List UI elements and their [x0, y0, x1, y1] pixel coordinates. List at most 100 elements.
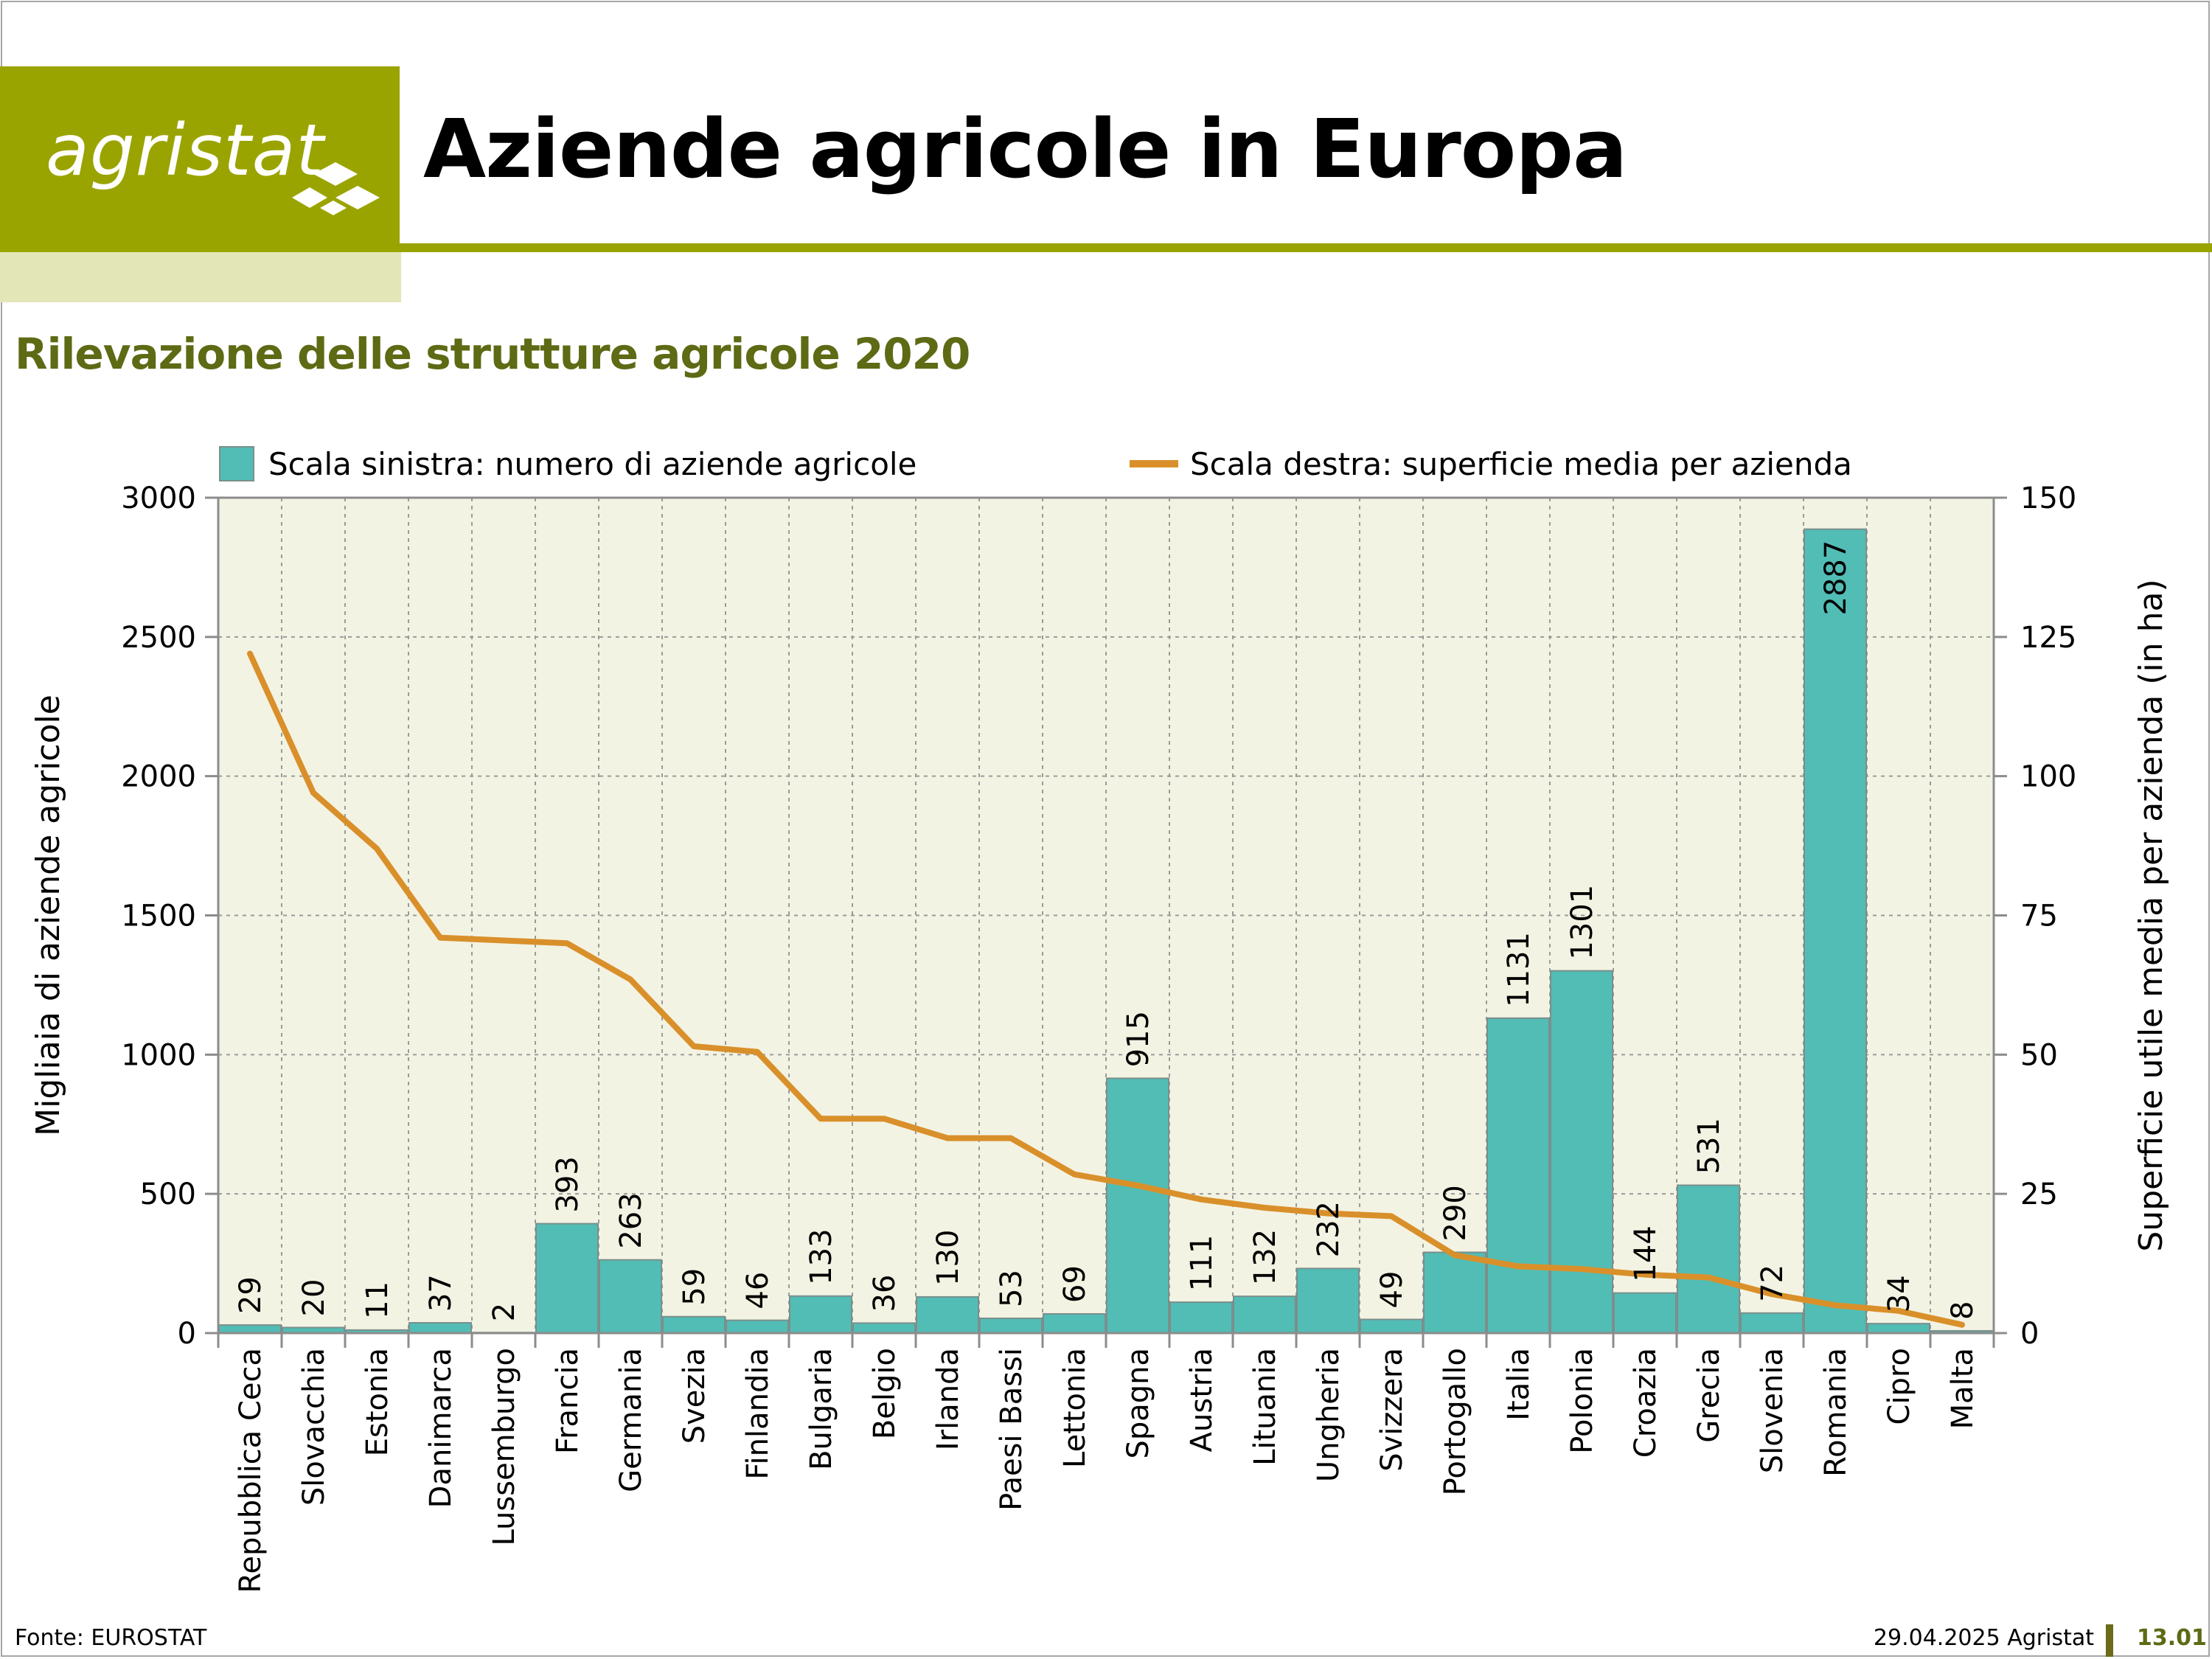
x-category-label: Polonia: [1565, 1348, 1599, 1454]
x-category-label: Svezia: [678, 1348, 712, 1444]
footer-source: Fonte: EUROSTAT: [15, 1625, 207, 1651]
footer-page-number: 13.01: [2137, 1625, 2207, 1651]
bar-data-label: 290: [1439, 1185, 1472, 1241]
x-category-label: Grecia: [1692, 1348, 1726, 1443]
x-category-label: Francia: [551, 1348, 585, 1454]
bar-data-label: 36: [868, 1274, 902, 1312]
x-category-label: Italia: [1502, 1348, 1536, 1421]
bar: [1423, 1251, 1486, 1335]
bar-data-label: 915: [1121, 1011, 1155, 1067]
x-category-label: Ungheria: [1312, 1348, 1346, 1482]
x-category-label: Paesi Bassi: [995, 1348, 1029, 1511]
bar: [1804, 528, 1867, 1334]
y2-axis-title: Superficie utile media per azienda (in h…: [2132, 579, 2170, 1251]
bar-data-label: 37: [424, 1274, 458, 1312]
bar: [916, 1295, 979, 1334]
bar-data-label: 232: [1312, 1201, 1346, 1257]
bar: [852, 1322, 916, 1335]
y2-tick-label: 75: [2020, 900, 2058, 933]
legend-bar-label: Scala sinistra: numero di aziende agrico…: [268, 446, 917, 482]
x-category-label: Lituania: [1248, 1348, 1282, 1466]
bar: [1867, 1323, 1930, 1334]
bar: [1677, 1184, 1740, 1334]
x-category-label: Lettonia: [1058, 1348, 1092, 1468]
y-tick-label: 1500: [121, 900, 196, 933]
bar-data-label: 29: [234, 1276, 268, 1314]
x-category-label: Slovenia: [1756, 1348, 1790, 1473]
bar: [979, 1317, 1043, 1334]
bar: [535, 1222, 599, 1335]
bar: [726, 1319, 789, 1334]
x-category-label: Lussemburgo: [487, 1348, 521, 1546]
footer-divider: [2106, 1624, 2113, 1657]
y-tick-label: 1000: [121, 1038, 196, 1072]
bar: [1169, 1301, 1233, 1334]
bar: [599, 1259, 662, 1335]
bar: [1486, 1017, 1550, 1334]
x-category-label: Finlandia: [741, 1348, 775, 1480]
line-series: [247, 650, 1965, 1328]
bar-data-label: 111: [1185, 1235, 1219, 1291]
x-category-label: Croazia: [1629, 1348, 1663, 1458]
bar-data-label: 1301: [1565, 885, 1599, 960]
x-category-label: Slovacchia: [297, 1348, 331, 1506]
bar-data-label: 11: [361, 1281, 394, 1319]
bar: [1550, 970, 1613, 1334]
x-category-label: Irlanda: [931, 1348, 965, 1450]
bar: [1613, 1292, 1677, 1334]
x-category-label: Malta: [1946, 1348, 1980, 1429]
bar-data-label: 49: [1375, 1271, 1409, 1309]
diamond-logo-icon: [292, 162, 380, 215]
bar-data-label: 130: [931, 1230, 965, 1286]
bar-data-label: 2: [487, 1303, 521, 1321]
y-tick-label: 500: [140, 1178, 196, 1211]
bar-data-label: 263: [614, 1192, 648, 1248]
x-category-label: Cipro: [1882, 1348, 1916, 1425]
bar-data-label: 144: [1629, 1225, 1663, 1281]
y-tick-label: 0: [178, 1317, 196, 1351]
bar-data-label: 133: [804, 1228, 838, 1284]
legend-line-label: Scala destra: superficie media per azien…: [1190, 446, 1852, 482]
bar-data-label: 132: [1248, 1229, 1282, 1285]
bar: [1043, 1312, 1106, 1335]
bar: [218, 1324, 282, 1334]
bar-data-label: 20: [297, 1279, 331, 1317]
y-tick-label: 3000: [121, 481, 196, 515]
bar-data-label: 1131: [1502, 932, 1536, 1007]
bar: [1233, 1295, 1296, 1334]
bar-data-label: 53: [995, 1270, 1029, 1307]
x-category-label: Repubblica Ceca: [234, 1348, 268, 1593]
page-subtitle: Rilevazione delle strutture agricole 202…: [15, 329, 970, 379]
y2-tick-label: 50: [2020, 1038, 2058, 1072]
y-axis-title: Migliaia di aziende agricole: [29, 695, 67, 1136]
bar: [408, 1322, 472, 1335]
x-category-label: Estonia: [361, 1348, 394, 1456]
y2-tick-label: 25: [2020, 1178, 2058, 1211]
logo-text: agristat: [46, 109, 325, 192]
x-category-label: Austria: [1185, 1348, 1219, 1452]
bar: [789, 1295, 852, 1335]
bar-data-label: 69: [1058, 1265, 1092, 1303]
bar-data-label: 531: [1692, 1118, 1726, 1174]
chart: 29 20 11 37 2 393 263 59 46 133 36 130 53 69 915 111 132…: [29, 446, 2170, 1593]
title-rule: [400, 243, 2212, 252]
bar-data-label: 46: [741, 1272, 775, 1310]
x-category-label: Danimarca: [424, 1348, 458, 1508]
bar: [1296, 1267, 1360, 1335]
agristat-logo: [0, 66, 400, 252]
x-category-label: Belgio: [868, 1348, 902, 1439]
y2-tick-label: 150: [2020, 481, 2076, 515]
bar-data-label: 2887: [1819, 540, 1853, 616]
y-tick-label: 2000: [121, 760, 196, 794]
y2-tick-label: 100: [2020, 760, 2076, 794]
y-tick-label: 2500: [121, 621, 196, 655]
bar-data-label: 34: [1882, 1275, 1916, 1312]
legend-bar-swatch: [219, 446, 254, 481]
bar-data-label: 72: [1756, 1265, 1790, 1302]
logo-shadow: [0, 252, 401, 302]
bar: [1360, 1318, 1423, 1335]
x-category-label: Bulgaria: [804, 1348, 838, 1470]
bar-data-label: 393: [551, 1156, 585, 1212]
bar: [1106, 1077, 1169, 1335]
